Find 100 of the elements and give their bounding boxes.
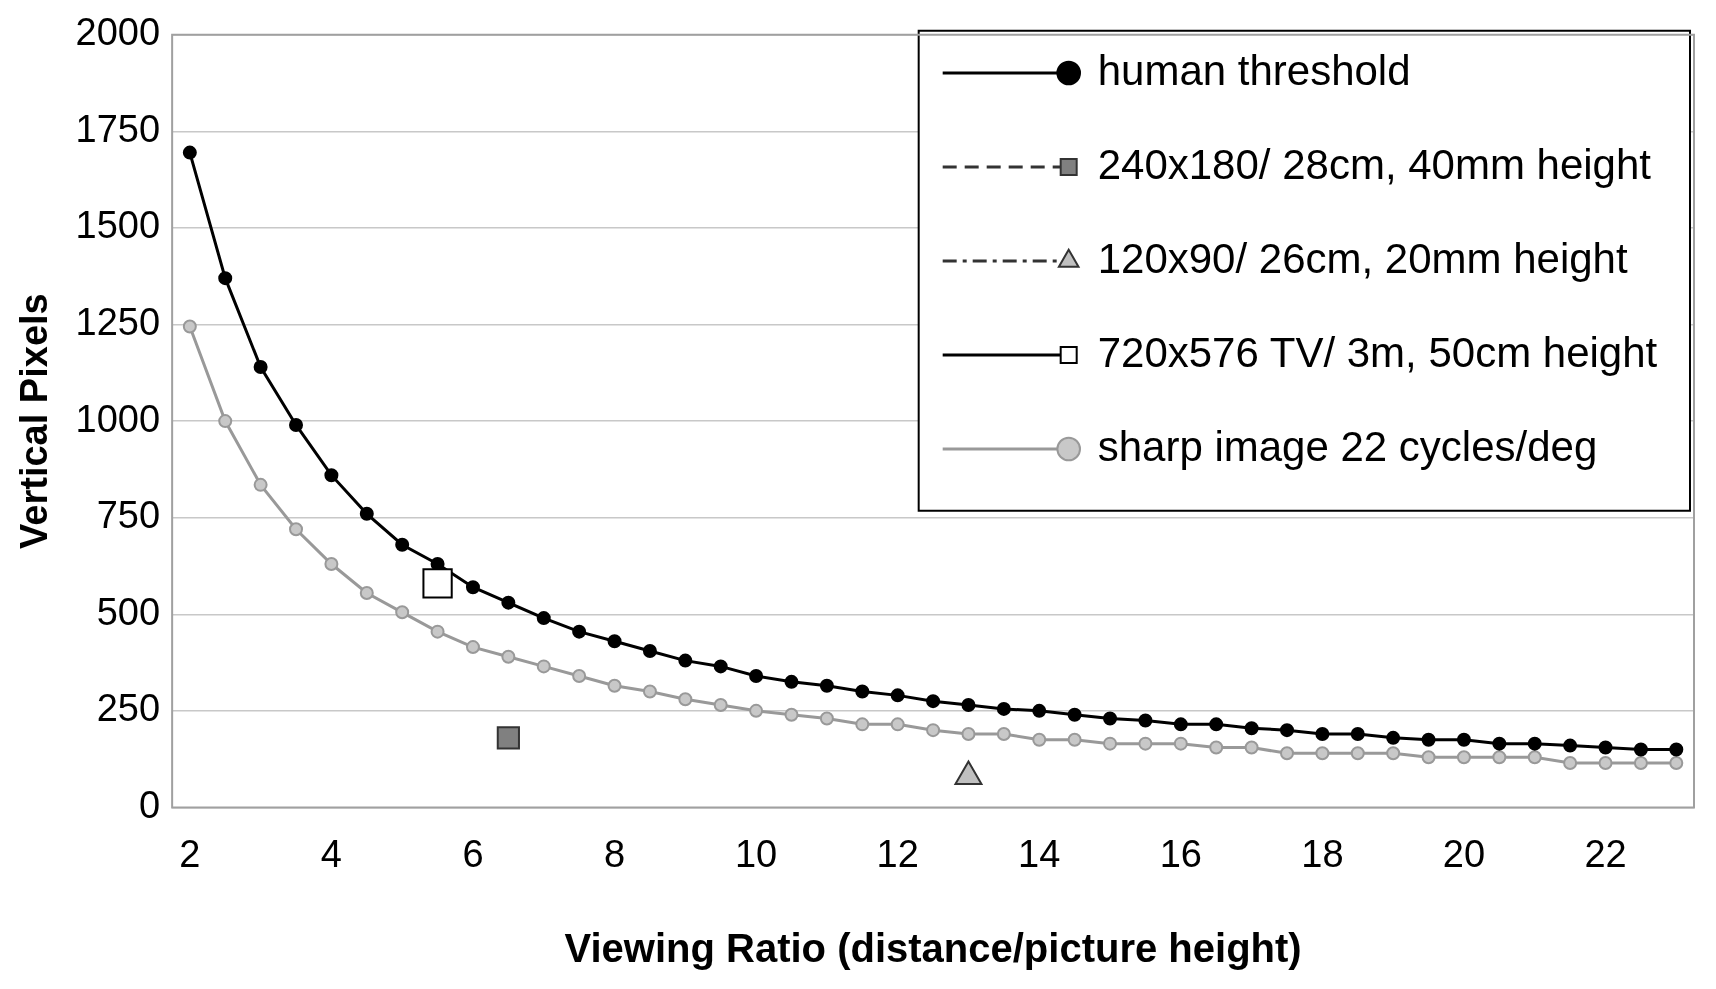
x-tick-label: 12 [876, 832, 919, 875]
point [289, 522, 304, 537]
point [1244, 721, 1259, 736]
x-tick-label: 8 [603, 832, 626, 875]
x-tick-label: 6 [462, 832, 484, 875]
point [395, 605, 410, 620]
point [1032, 703, 1047, 718]
point [678, 653, 693, 668]
point [1279, 746, 1294, 761]
point [359, 586, 374, 600]
point [253, 477, 268, 492]
point [1492, 736, 1507, 751]
y-tick-label: 500 [96, 590, 161, 633]
point [819, 711, 834, 726]
point [501, 649, 516, 664]
point [465, 640, 480, 655]
point [1138, 736, 1153, 751]
legend-label: human threshold [1097, 46, 1411, 94]
y-tick-label: 1000 [75, 397, 161, 440]
point [289, 417, 304, 432]
point [926, 694, 941, 709]
y-tick-label: 2000 [75, 11, 161, 54]
x-tick-label: 14 [1018, 832, 1061, 875]
x-tick-label: 4 [320, 832, 342, 875]
point [1103, 711, 1118, 726]
y-tick-label: 1750 [75, 107, 161, 150]
point [218, 414, 233, 429]
point [496, 726, 520, 750]
point [1563, 755, 1578, 770]
point [465, 580, 480, 595]
point [395, 537, 410, 552]
point [961, 727, 976, 741]
point [1563, 738, 1578, 753]
y-tick-label: 750 [96, 494, 161, 537]
x-tick-label: 18 [1301, 832, 1344, 875]
point [572, 669, 587, 684]
point [1598, 755, 1613, 770]
point [182, 319, 197, 334]
y-tick-label: 0 [138, 783, 161, 826]
x-tick-label: 16 [1159, 832, 1202, 875]
point [607, 678, 622, 693]
y-tick-label: 1250 [75, 301, 161, 344]
point [1209, 717, 1224, 732]
point [784, 707, 799, 722]
point [961, 698, 976, 713]
x-tick-label: 20 [1442, 832, 1486, 875]
point [1032, 732, 1047, 747]
point [749, 669, 764, 684]
legend-label: 720x576 TV/ 3m, 50cm height [1097, 328, 1658, 376]
point [1173, 736, 1188, 751]
point [890, 688, 905, 703]
point [1386, 746, 1401, 761]
x-tick-label: 2 [179, 832, 201, 875]
point [1633, 742, 1648, 757]
point [422, 568, 453, 599]
x-axis-title: Viewing Ratio (distance/picture height) [564, 926, 1302, 971]
y-tick-label: 250 [96, 687, 161, 730]
point [1315, 727, 1330, 741]
point [784, 674, 799, 689]
point [713, 659, 728, 674]
point [749, 703, 764, 718]
point [1173, 717, 1188, 732]
point [324, 468, 339, 483]
point [1138, 713, 1153, 728]
point [1067, 707, 1082, 722]
point [501, 595, 516, 610]
point [855, 717, 870, 732]
point [218, 271, 233, 286]
point [855, 684, 870, 699]
point [1244, 740, 1259, 755]
y-tick-label: 1500 [75, 204, 161, 247]
point [1669, 755, 1684, 770]
point [642, 643, 657, 658]
point [536, 659, 551, 674]
point [1527, 736, 1542, 751]
point [926, 723, 941, 738]
point [819, 678, 834, 693]
point [430, 624, 445, 639]
point [996, 727, 1011, 741]
point [1067, 732, 1082, 747]
point [1350, 746, 1365, 761]
point [253, 360, 268, 375]
point [1598, 740, 1613, 755]
point [359, 506, 374, 521]
point [1103, 736, 1118, 751]
point [1386, 730, 1401, 745]
point [1492, 750, 1507, 765]
legend-label: sharp image 22 cycles/deg [1097, 422, 1598, 470]
point [996, 701, 1011, 716]
point [182, 145, 197, 160]
point [572, 624, 587, 639]
point [678, 692, 693, 707]
point [1421, 750, 1436, 765]
point [1669, 742, 1684, 757]
y-axis-title: Vertical Pixels [13, 293, 56, 549]
point [1209, 740, 1224, 755]
point [1633, 755, 1648, 770]
x-tick-label: 10 [734, 832, 778, 875]
legend-label: 240x180/ 28cm, 40mm height [1097, 140, 1652, 188]
point [1456, 732, 1471, 747]
